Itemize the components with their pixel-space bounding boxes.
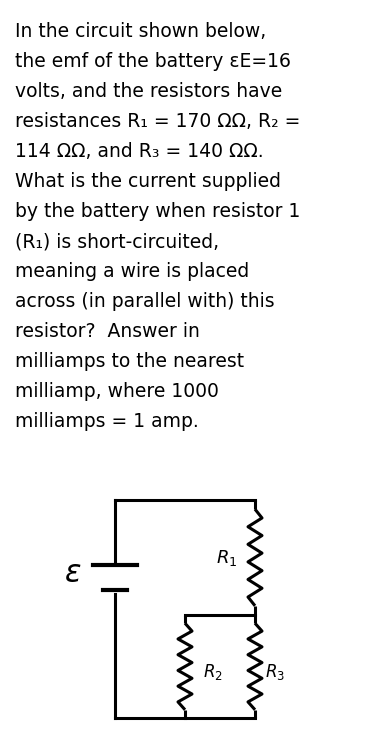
Text: volts, and the resistors have: volts, and the resistors have [15, 82, 282, 101]
Text: What is the current supplied: What is the current supplied [15, 172, 281, 191]
Text: resistances R₁ = 170 ΩΩ, R₂ =: resistances R₁ = 170 ΩΩ, R₂ = [15, 112, 300, 131]
Text: by the battery when resistor 1: by the battery when resistor 1 [15, 202, 300, 221]
Text: $R_2$: $R_2$ [203, 661, 223, 681]
Text: 114 ΩΩ, and R₃ = 140 ΩΩ.: 114 ΩΩ, and R₃ = 140 ΩΩ. [15, 142, 264, 161]
Text: the emf of the battery εE=16: the emf of the battery εE=16 [15, 52, 291, 71]
Text: $R_1$: $R_1$ [216, 548, 238, 568]
Text: $R_3$: $R_3$ [265, 661, 285, 681]
Text: milliamps to the nearest: milliamps to the nearest [15, 352, 244, 371]
Text: resistor?  Answer in: resistor? Answer in [15, 322, 200, 341]
Text: across (in parallel with) this: across (in parallel with) this [15, 292, 274, 311]
Text: $\varepsilon$: $\varepsilon$ [64, 559, 82, 588]
Text: meaning a wire is placed: meaning a wire is placed [15, 262, 249, 281]
Text: (R₁) is short-circuited,: (R₁) is short-circuited, [15, 232, 219, 251]
Text: milliamps = 1 amp.: milliamps = 1 amp. [15, 412, 199, 431]
Text: milliamp, where 1000: milliamp, where 1000 [15, 382, 219, 401]
Text: In the circuit shown below,: In the circuit shown below, [15, 22, 266, 41]
